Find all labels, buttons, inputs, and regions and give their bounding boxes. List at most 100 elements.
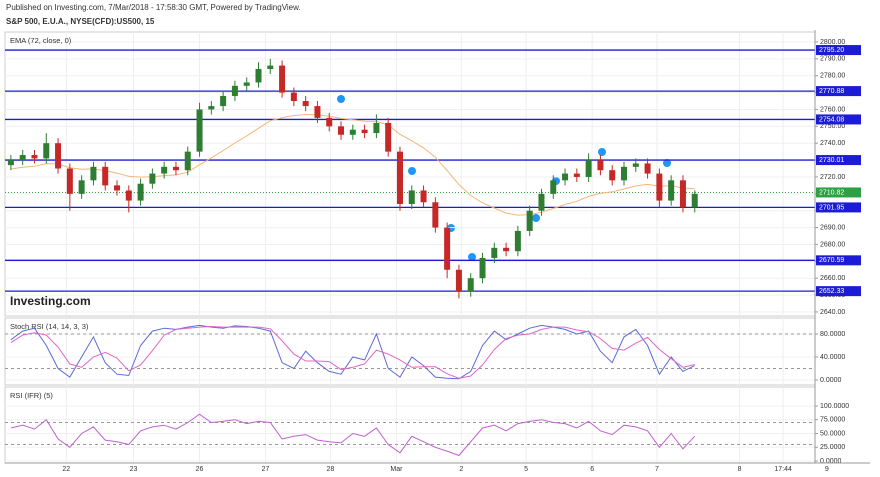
level-tag: [816, 286, 861, 297]
candle-body: [338, 126, 345, 135]
candle-body: [137, 183, 144, 201]
candle-body: [420, 190, 427, 203]
candle-body: [503, 247, 510, 252]
candle-body: [66, 168, 73, 194]
candle-body: [432, 202, 439, 228]
candle-body: [114, 185, 121, 191]
candle-body: [55, 143, 62, 169]
candle-body: [526, 210, 533, 231]
y-tick-label: 40.0000: [820, 354, 845, 361]
candle-body: [196, 109, 203, 152]
candle-body: [562, 173, 569, 181]
candle-body: [172, 166, 179, 171]
candle-body: [208, 106, 215, 110]
candle-body: [184, 151, 191, 171]
level-label: 2770.88: [819, 88, 844, 95]
candle-body: [102, 166, 109, 186]
y-tick-label: 2720.00: [820, 174, 845, 181]
candle-body: [538, 193, 545, 211]
x-tick-label: Mar: [390, 466, 403, 473]
candle-body: [290, 92, 297, 102]
x-tick-label: 5: [524, 466, 528, 473]
candle-body: [444, 227, 451, 270]
x-tick-label: 26: [196, 466, 204, 473]
candle-body: [267, 65, 274, 69]
indicator-label: Stoch RSI (14, 14, 3, 3): [10, 322, 89, 331]
indicator-label: RSI (IFR) (5): [10, 391, 53, 400]
level-label: 2795.20: [819, 47, 844, 54]
candle-body: [514, 230, 521, 252]
x-tick-label: 28: [327, 466, 335, 473]
level-tag: [816, 202, 861, 213]
candle-body: [279, 65, 286, 93]
y-tick-label: 2680.00: [820, 241, 845, 248]
indicator-line: [10, 325, 695, 379]
candle-body: [573, 173, 580, 177]
candle-body: [19, 155, 26, 161]
y-tick-label: 0.0000: [820, 377, 842, 384]
candle-body: [255, 68, 262, 83]
candle-body: [361, 129, 368, 134]
candle-body: [220, 95, 227, 107]
candle-body: [467, 278, 474, 292]
y-tick-label: 2750.00: [820, 123, 845, 130]
x-tick-label: 22: [62, 466, 70, 473]
candle-body: [78, 180, 85, 194]
y-tick-label: 2780.00: [820, 73, 845, 80]
candle-body: [231, 85, 238, 96]
y-tick-label: 50.0000: [820, 430, 845, 437]
x-tick-label: 7: [655, 466, 659, 473]
y-tick-label: 2800.00: [820, 39, 845, 46]
candle-body: [314, 106, 321, 118]
indicator-line: [10, 324, 695, 380]
candle-body: [620, 166, 627, 181]
candle-body: [491, 247, 498, 258]
level-tag: [816, 114, 861, 125]
candle-body: [385, 122, 392, 152]
candle-body: [479, 257, 486, 279]
candle-body: [585, 160, 592, 177]
candle-body: [679, 180, 686, 208]
x-tick-label: 27: [262, 466, 270, 473]
candle-body: [632, 163, 639, 167]
published-note: Published on Investing.com, 7/Mar/2018 -…: [6, 3, 301, 12]
y-tick-label: 2760.00: [820, 106, 845, 113]
candle-body: [90, 166, 97, 181]
candle-body: [408, 190, 415, 204]
x-tick-label: 9: [825, 466, 829, 473]
candle-body: [149, 173, 156, 184]
candle-body: [302, 101, 309, 107]
candle-body: [609, 170, 616, 181]
candle-body: [243, 82, 250, 86]
level-tag: [816, 155, 861, 166]
x-tick-label: 8: [738, 466, 742, 473]
indicator-label: EMA (72, close, 0): [10, 36, 72, 45]
level-tag: [816, 86, 861, 97]
candle-body: [349, 129, 356, 135]
y-tick-label: 80.0000: [820, 331, 845, 338]
candle-body: [7, 160, 14, 166]
indicator-line: [10, 413, 696, 457]
candle-body: [455, 269, 462, 292]
last-price-tag: [816, 187, 861, 198]
candle-body: [597, 160, 604, 171]
level-tag: [816, 255, 861, 266]
symbol-title: S&P 500, E.U.A., NYSE(CFD):US500, 15: [6, 17, 155, 26]
level-label: 2754.08: [819, 116, 844, 123]
candle-body: [161, 166, 168, 174]
candle-body: [668, 180, 675, 201]
logo: Investing.com: [10, 294, 91, 308]
candle-body: [644, 163, 651, 174]
candle-body: [691, 193, 698, 208]
candle-body: [396, 151, 403, 204]
x-tick-label: 6: [590, 466, 594, 473]
candle-body: [326, 117, 333, 127]
y-tick-label: 100.0000: [820, 403, 849, 410]
candle-body: [550, 180, 557, 194]
level-tag: [816, 45, 861, 56]
level-label: 2730.01: [819, 157, 844, 164]
y-tick-label: 2640.00: [820, 309, 845, 316]
y-tick-label: 2790.00: [820, 56, 845, 63]
